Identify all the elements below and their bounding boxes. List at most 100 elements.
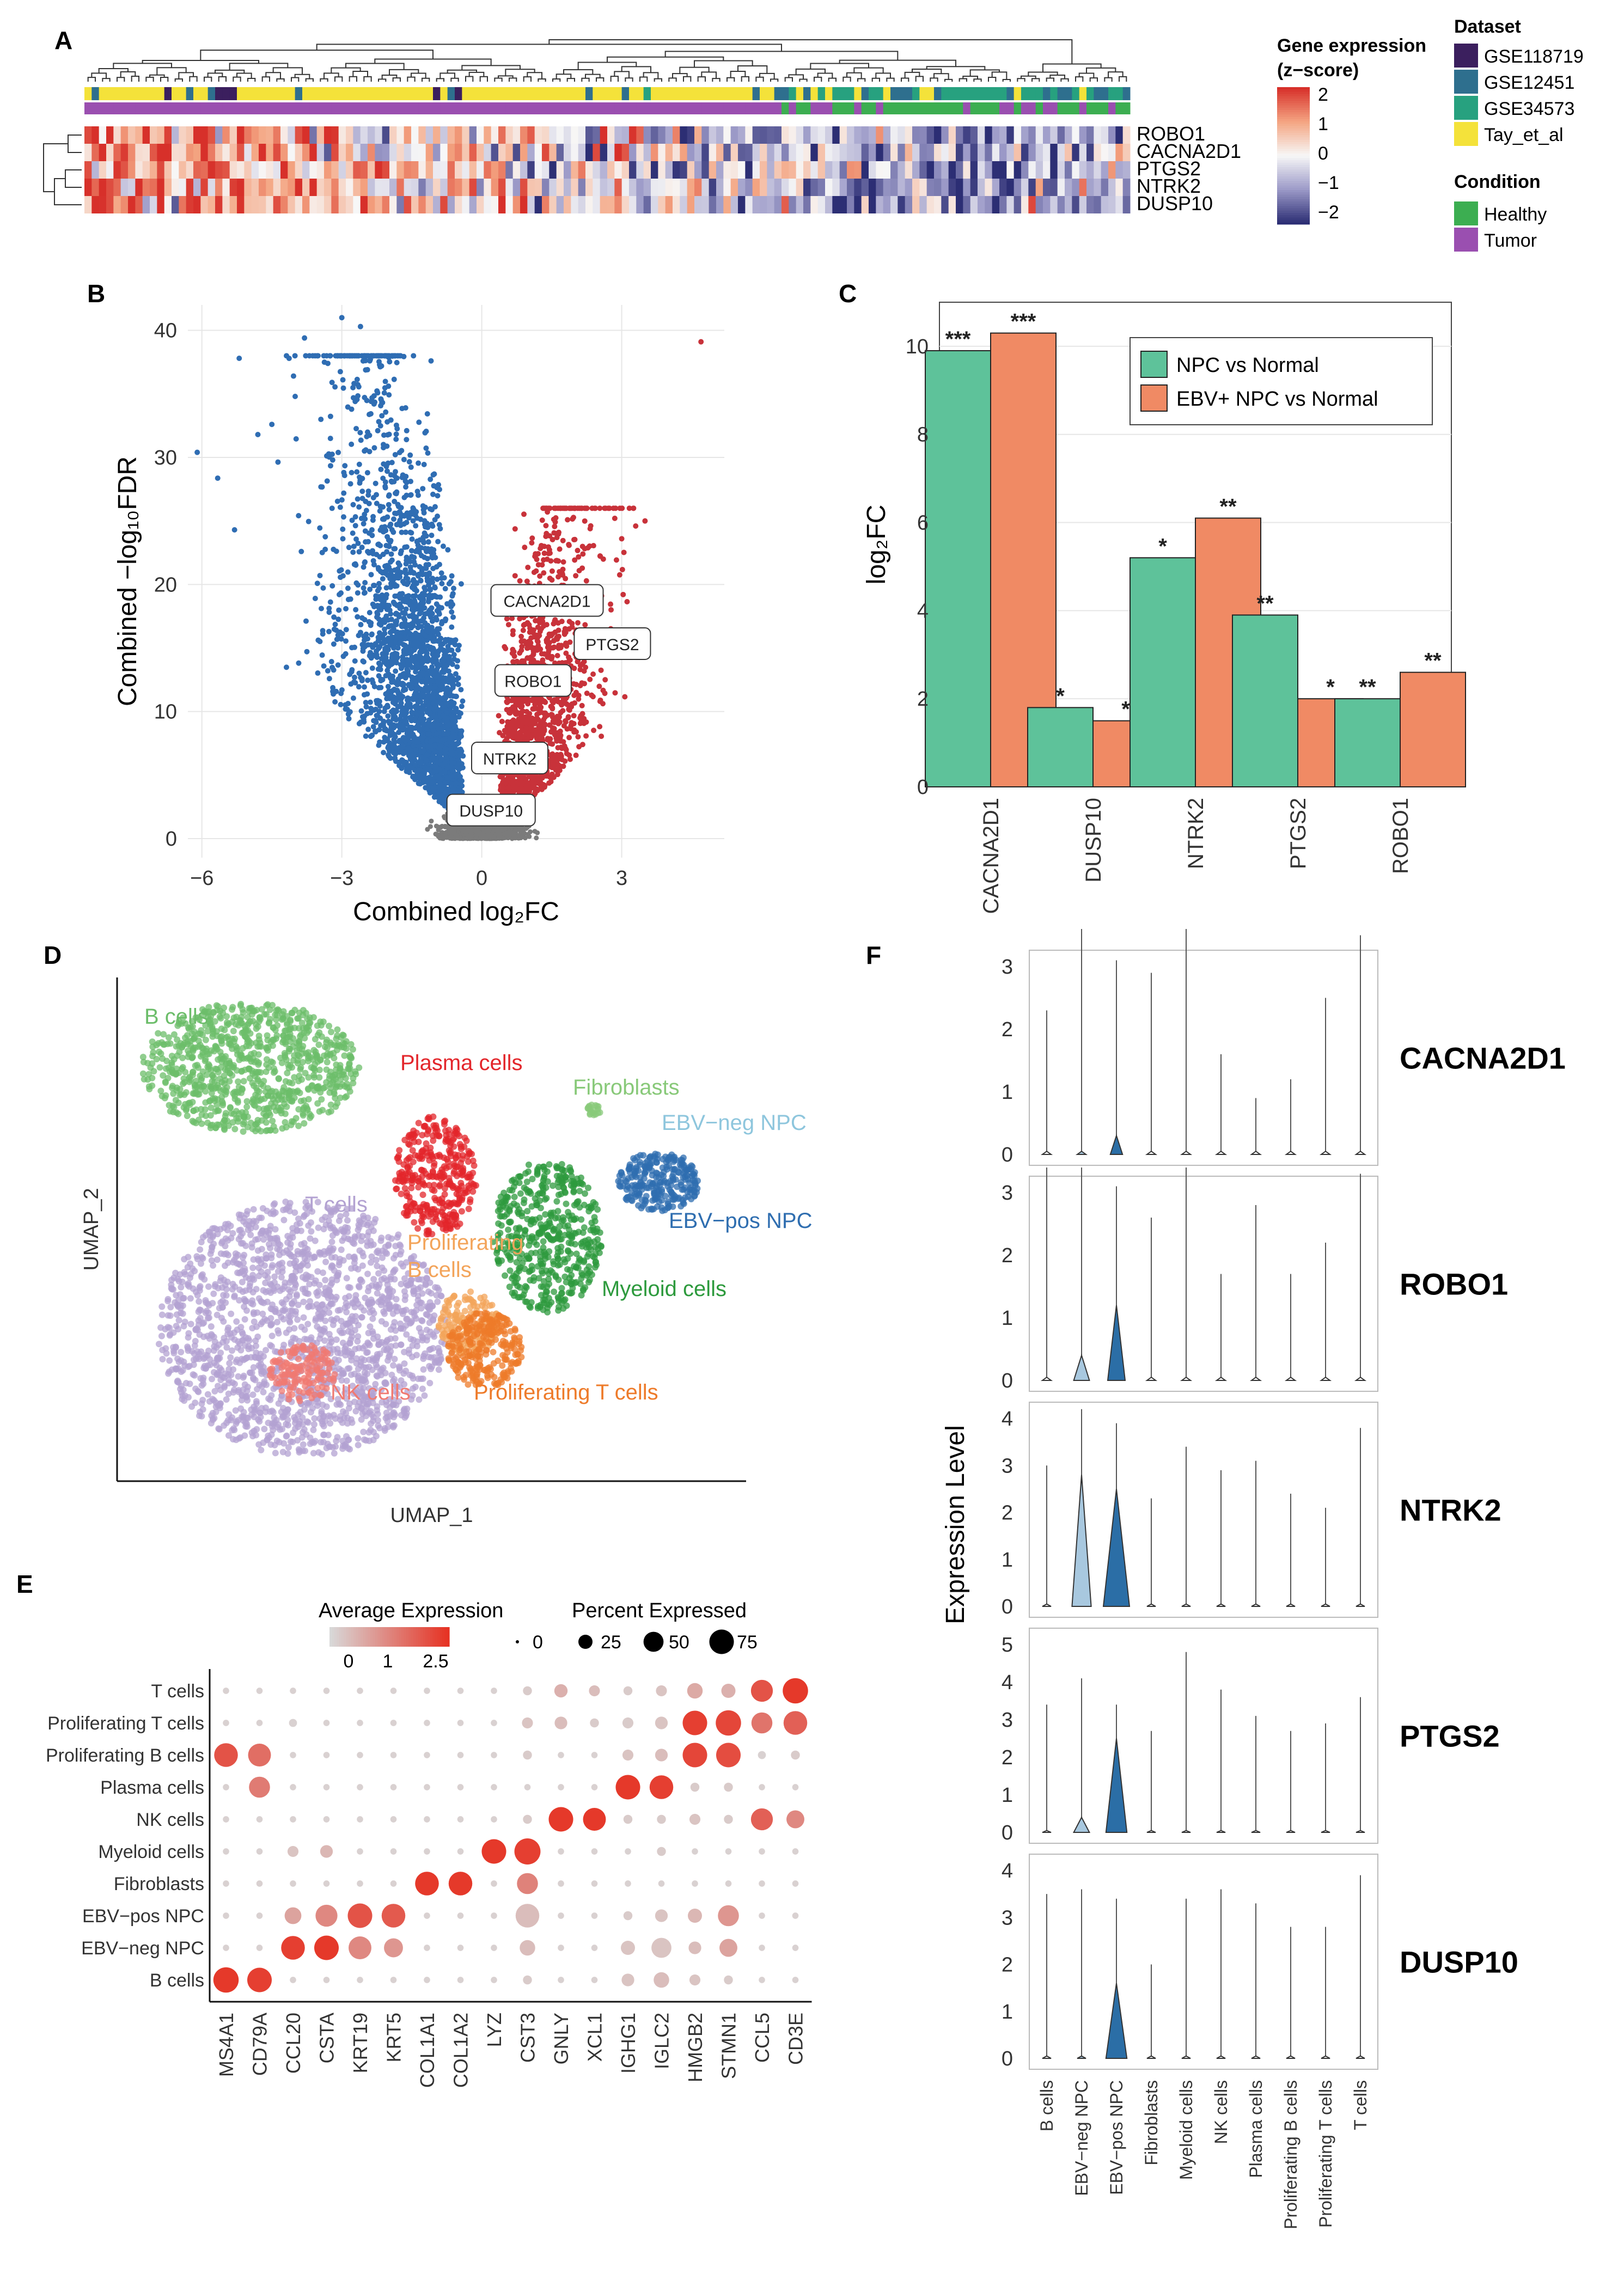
heatmap-cell	[1108, 126, 1116, 144]
heatmap-cell	[898, 179, 906, 196]
point-ns	[449, 836, 455, 841]
condition-cell	[527, 102, 535, 114]
heatmap-cell	[578, 144, 586, 161]
dendrogram-link	[1021, 75, 1036, 79]
heatmap-cell	[1021, 126, 1029, 144]
gene-label: NTRK2	[1137, 175, 1201, 197]
dataset-cell	[368, 87, 375, 100]
dendrogram-link	[737, 65, 768, 74]
dendrogram-link	[1002, 78, 1011, 82]
heatmap-cell	[999, 126, 1007, 144]
dendrogram-link	[679, 66, 710, 74]
point-ns	[527, 834, 532, 839]
dataset-cell	[382, 87, 390, 100]
heatmap-cell	[789, 179, 797, 196]
heatmap-cell	[919, 161, 927, 179]
point-down	[458, 687, 464, 693]
dendrogram-link	[621, 66, 651, 73]
heatmap-cell	[571, 179, 579, 196]
heatmap-cell	[782, 161, 789, 179]
heatmap-cell	[404, 144, 412, 161]
heatmap-cell	[556, 161, 564, 179]
condition-cell	[542, 102, 550, 114]
heatmap-cell	[353, 179, 361, 196]
heatmap-cell	[498, 126, 506, 144]
point-down	[430, 491, 436, 497]
heatmap-cell	[839, 161, 847, 179]
dataset-cell	[542, 87, 550, 100]
condition-cell	[1072, 102, 1080, 114]
point-down	[460, 698, 466, 704]
legend-label: Healthy	[1484, 204, 1547, 225]
heatmap-cell	[1021, 144, 1029, 161]
heatmap-cell	[658, 126, 666, 144]
heatmap-cell	[135, 196, 143, 213]
heatmap-cell	[607, 161, 615, 179]
heatmap-cell	[810, 144, 819, 161]
point-down	[362, 528, 368, 534]
colorbar-step	[1277, 151, 1310, 154]
heatmap-cell	[600, 179, 608, 196]
heatmap-cell	[375, 144, 383, 161]
heatmap-cell	[730, 126, 738, 144]
dataset-cell	[694, 87, 702, 100]
heatmap-cell	[716, 179, 724, 196]
heatmap-cell	[440, 126, 448, 144]
heatmap-cell	[135, 161, 143, 179]
heatmap-cell	[222, 144, 230, 161]
dendrogram-link	[479, 76, 488, 82]
heatmap-cell	[861, 179, 869, 196]
point-ns	[512, 833, 517, 839]
heatmap-cell	[869, 196, 876, 213]
condition-cell	[905, 102, 913, 114]
dendrogram-link	[407, 76, 416, 82]
colorbar-step	[1277, 124, 1310, 126]
condition-cell	[687, 102, 695, 114]
heatmap-cell	[99, 161, 107, 179]
heatmap-cell	[527, 126, 535, 144]
condition-cell	[135, 102, 143, 114]
dendrogram-link	[352, 71, 368, 77]
heatmap-cell	[164, 161, 172, 179]
heatmap-cell	[861, 144, 869, 161]
condition-cell	[375, 102, 383, 114]
heatmap-cell	[1072, 196, 1080, 213]
heatmap-cell	[396, 126, 405, 144]
colorbar-step	[1277, 179, 1310, 181]
heatmap-cell	[869, 126, 876, 144]
heatmap-cell	[331, 179, 339, 196]
heatmap-cell	[1101, 126, 1109, 144]
colorbar-step	[1277, 222, 1310, 225]
heatmap-cell	[564, 179, 571, 196]
dataset-cell	[1086, 87, 1094, 100]
dataset-cell	[629, 87, 637, 100]
condition-cell	[956, 102, 963, 114]
heatmap-cell	[963, 161, 971, 179]
dataset-cell	[600, 87, 608, 100]
heatmap-cell	[1079, 196, 1087, 213]
condition-cell	[970, 102, 978, 114]
dataset-cell	[934, 87, 942, 100]
legend-swatch	[1454, 201, 1478, 225]
dataset-cell	[680, 87, 688, 100]
row-dendrogram	[65, 169, 82, 188]
heatmap-cell	[629, 144, 637, 161]
heatmap-cell	[607, 144, 615, 161]
point-down	[449, 573, 455, 579]
heatmap-cell	[273, 126, 281, 144]
heatmap-cell	[288, 179, 296, 196]
condition-cell	[1122, 102, 1131, 114]
dendrogram-link	[973, 78, 982, 82]
dataset-cell	[1115, 87, 1124, 100]
heatmap-cell	[280, 144, 288, 161]
dataset-cell	[288, 87, 296, 100]
heatmap-cell	[905, 196, 913, 213]
heatmap-cell	[179, 196, 187, 213]
point-down	[429, 533, 435, 539]
condition-cell	[207, 102, 216, 114]
heatmap-cell	[919, 126, 927, 144]
heatmap-cell	[273, 161, 281, 179]
dendrogram-link	[901, 77, 909, 82]
dendrogram-link	[156, 67, 187, 75]
point-down	[446, 580, 452, 586]
